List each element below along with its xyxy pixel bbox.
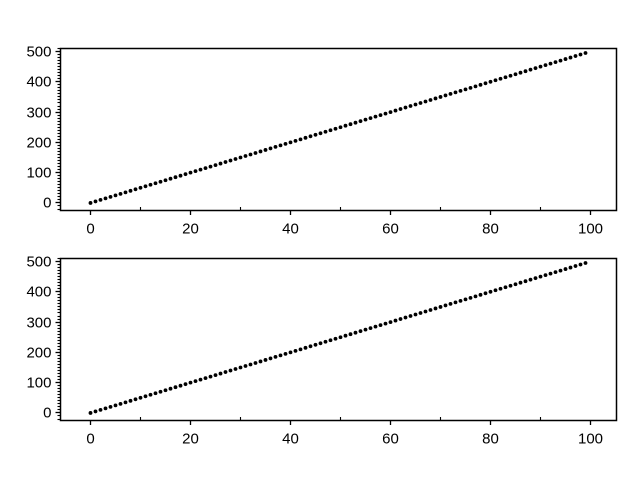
svg-text:40: 40 <box>282 221 299 238</box>
svg-text:0: 0 <box>86 431 94 448</box>
svg-text:300: 300 <box>26 105 51 122</box>
svg-text:100: 100 <box>26 165 51 182</box>
svg-text:400: 400 <box>26 284 51 301</box>
svg-text:80: 80 <box>482 431 499 448</box>
svg-text:0: 0 <box>86 221 94 238</box>
svg-text:60: 60 <box>382 431 399 448</box>
svg-text:100: 100 <box>578 431 603 448</box>
svg-text:20: 20 <box>182 221 199 238</box>
svg-text:0: 0 <box>43 195 51 212</box>
svg-text:100: 100 <box>26 375 51 392</box>
svg-text:20: 20 <box>182 431 199 448</box>
svg-text:0: 0 <box>43 405 51 422</box>
svg-text:200: 200 <box>26 345 51 362</box>
svg-text:500: 500 <box>26 254 51 271</box>
svg-text:40: 40 <box>282 431 299 448</box>
svg-text:80: 80 <box>482 221 499 238</box>
svg-text:400: 400 <box>26 74 51 91</box>
svg-text:100: 100 <box>578 221 603 238</box>
svg-text:60: 60 <box>382 221 399 238</box>
svg-text:200: 200 <box>26 135 51 152</box>
svg-text:500: 500 <box>26 44 51 61</box>
svg-text:300: 300 <box>26 315 51 332</box>
